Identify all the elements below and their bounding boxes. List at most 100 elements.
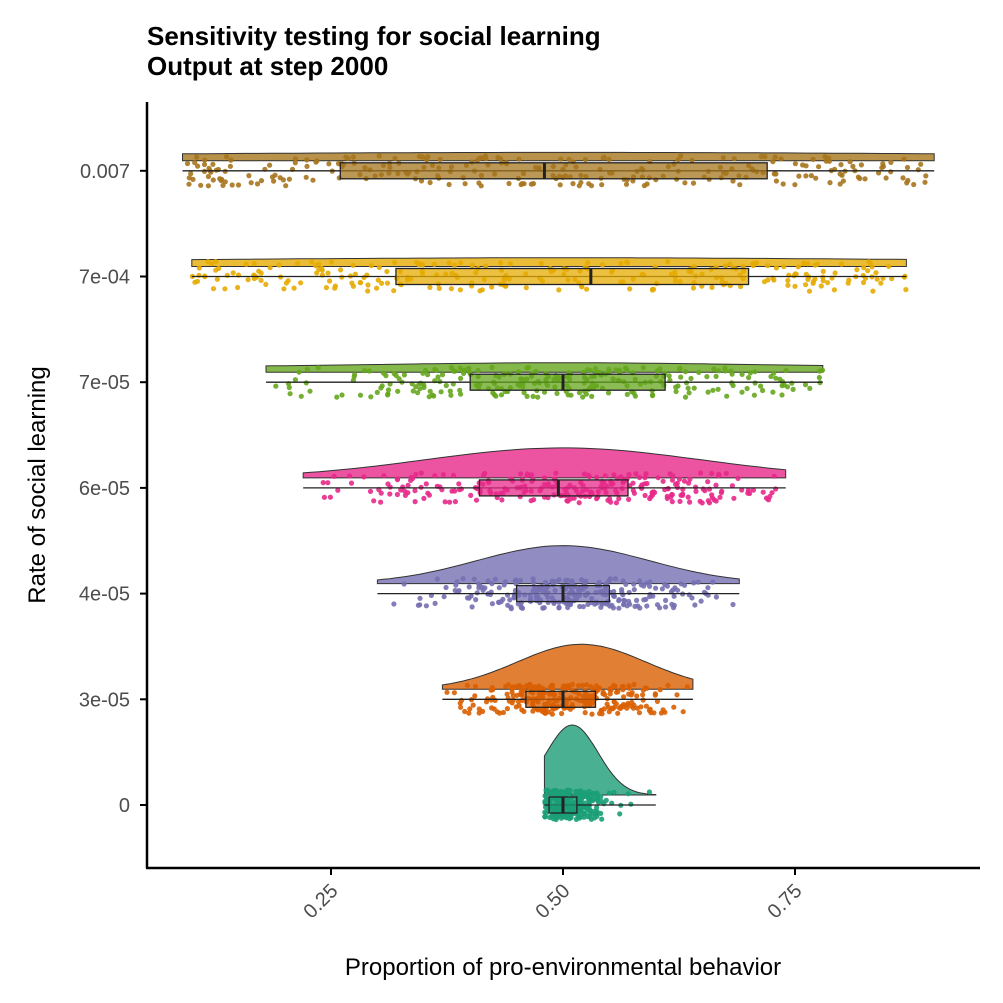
- data-point: [466, 584, 472, 590]
- data-point: [593, 683, 600, 689]
- data-point: [413, 384, 419, 390]
- data-point: [511, 595, 517, 601]
- data-point: [855, 174, 862, 180]
- data-point: [294, 260, 301, 267]
- data-point: [365, 288, 371, 294]
- data-point: [657, 605, 663, 611]
- data-point: [643, 471, 649, 477]
- data-point: [418, 178, 425, 184]
- data-point: [621, 597, 627, 603]
- data-point: [186, 181, 192, 187]
- data-point: [545, 787, 551, 793]
- data-point: [542, 799, 548, 806]
- data-point: [224, 272, 230, 278]
- data-point: [427, 179, 433, 186]
- density-cloud: [181, 151, 935, 162]
- data-point: [705, 585, 711, 591]
- data-point: [425, 372, 431, 378]
- data-point: [472, 693, 478, 699]
- data-point: [304, 163, 310, 169]
- data-point: [558, 156, 564, 162]
- data-point: [489, 284, 495, 290]
- data-point: [457, 387, 463, 393]
- data-point: [578, 179, 584, 186]
- data-point: [752, 369, 758, 375]
- data-point: [636, 474, 643, 481]
- y-tick-label: 0.007: [80, 161, 130, 183]
- data-point: [666, 373, 672, 379]
- y-tick-label: 7e-04: [79, 267, 130, 289]
- data-point: [760, 387, 766, 394]
- data-point: [820, 268, 826, 274]
- data-point: [698, 598, 704, 604]
- data-point: [642, 481, 648, 487]
- data-point: [462, 708, 468, 715]
- data-point: [850, 163, 856, 169]
- data-point: [549, 711, 556, 717]
- data-point: [569, 681, 576, 688]
- data-point: [575, 683, 582, 689]
- data-point: [598, 810, 604, 817]
- data-point: [618, 260, 624, 267]
- data-point: [402, 488, 408, 494]
- data-point: [485, 578, 491, 584]
- data-point: [374, 389, 380, 395]
- data-point: [671, 593, 677, 599]
- data-point: [713, 594, 720, 600]
- data-point: [647, 706, 653, 712]
- data-point: [750, 487, 757, 493]
- data-point: [507, 261, 514, 267]
- data-point: [431, 393, 437, 399]
- data-point: [643, 596, 649, 603]
- data-point: [515, 699, 522, 705]
- data-point: [412, 499, 418, 505]
- data-point: [911, 181, 917, 188]
- data-point: [304, 366, 310, 373]
- data-point: [339, 274, 345, 280]
- data-point: [826, 155, 832, 161]
- data-point: [272, 172, 278, 178]
- data-point: [770, 389, 776, 395]
- data-point: [298, 393, 304, 399]
- data-point: [214, 276, 220, 282]
- data-point: [915, 167, 921, 173]
- data-point: [498, 392, 505, 398]
- data-point: [647, 583, 653, 589]
- data-point: [616, 605, 622, 611]
- data-point: [320, 480, 326, 486]
- data-point: [888, 169, 894, 175]
- data-point: [790, 386, 796, 392]
- data-point: [705, 389, 711, 395]
- data-point: [792, 283, 798, 289]
- data-point: [869, 264, 875, 270]
- data-point: [378, 490, 384, 496]
- data-point: [677, 498, 683, 504]
- data-point: [566, 156, 572, 162]
- data-point: [201, 161, 208, 168]
- data-point: [612, 576, 619, 582]
- data-point: [631, 490, 638, 496]
- data-point: [579, 790, 585, 797]
- data-point: [473, 597, 479, 603]
- data-point: [777, 376, 783, 382]
- data-point: [660, 478, 666, 484]
- density-cloud: [302, 447, 787, 479]
- data-point: [530, 181, 537, 187]
- data-point: [879, 165, 885, 171]
- data-point: [391, 288, 397, 294]
- data-point: [441, 594, 447, 600]
- data-point: [501, 582, 507, 588]
- data-point: [792, 182, 798, 188]
- data-point: [744, 385, 750, 392]
- data-point: [657, 366, 663, 372]
- data-point: [449, 488, 455, 494]
- data-point: [504, 706, 510, 712]
- data-point: [582, 800, 589, 806]
- data-point: [489, 364, 495, 370]
- data-point: [292, 156, 298, 162]
- data-point: [686, 390, 692, 396]
- data-point: [267, 162, 273, 168]
- data-point: [492, 576, 498, 582]
- data-point: [433, 367, 439, 373]
- data-point: [648, 494, 654, 500]
